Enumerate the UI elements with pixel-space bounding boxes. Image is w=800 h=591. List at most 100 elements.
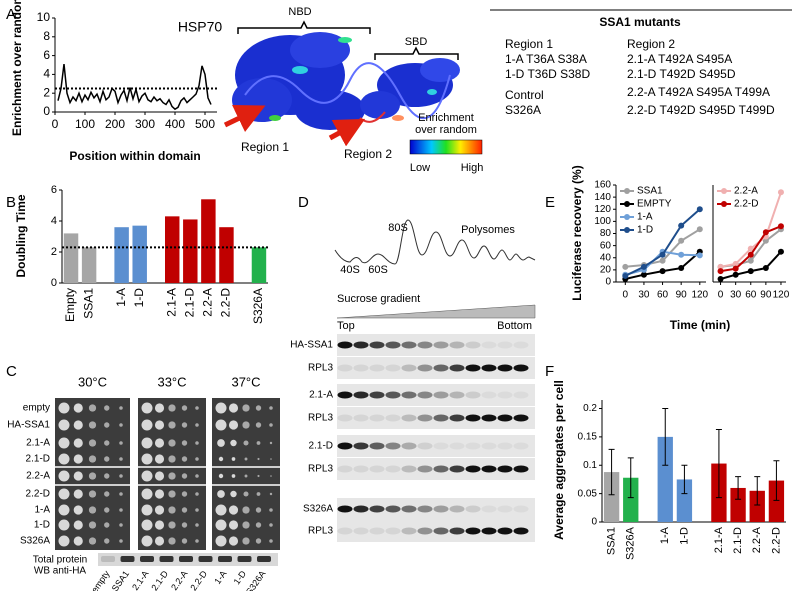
x-tick-label: S326A [251,288,265,324]
blot-band [385,505,401,513]
x-tick-label: 2.1-A [713,526,725,553]
spot [181,538,188,544]
blot-band [465,414,481,422]
table-entry: 2.2-A T492A S495A T499A [627,85,770,99]
blot-band [337,414,353,422]
blot-band [481,414,497,422]
blot-band [465,364,481,372]
spot [58,488,70,500]
spot [154,520,165,530]
blot-band [337,465,353,473]
error-bar [627,457,634,499]
data-point [717,263,724,270]
legend-label: 1-D [637,225,653,236]
spot [141,488,153,500]
spot [119,539,123,543]
spot [269,508,273,512]
table-title: SSA1 mutants [599,15,681,29]
spot [244,474,248,478]
x-tick-label: 1-D [678,527,690,545]
data-point [747,257,754,264]
data-point [762,229,769,236]
spot [215,402,227,414]
blot-band [417,442,433,450]
blot-band [385,364,401,372]
blot-band [385,414,401,422]
data-point [659,257,666,264]
blot-band [337,364,353,372]
blot-band [433,465,449,473]
y-tick-label: 0.2 [583,403,597,414]
panel-letter: B [6,194,16,211]
spot [168,421,176,429]
y-axis-label: Luciferase recovery (%) [570,165,584,300]
x-tick-label: 0 [718,290,724,301]
region-arrow [223,104,266,133]
spot [255,507,262,513]
blot-band [481,364,497,372]
domain-label: NBD [288,6,311,18]
spot [104,456,110,462]
blot-band [353,505,369,513]
blot-band [401,465,417,473]
blot-band [337,505,353,513]
x-tick-label: 90 [676,290,688,301]
spot [228,420,239,430]
blot-band [257,556,271,562]
table-entry: 2.1-D T492D S495D [627,67,736,81]
blot-band [401,364,417,372]
blot-band [385,442,401,450]
bar [657,436,673,522]
blot-band [369,364,385,372]
data-point [747,251,754,258]
blot-band [369,341,385,349]
spot [181,422,188,428]
y-tick-label: 80 [600,228,612,239]
blot-band [417,341,433,349]
spot [73,505,83,515]
temperature-label: 33°C [157,374,186,389]
x-tick-label: 120 [773,290,790,301]
blot-band [497,465,513,473]
gradient-bottom: Bottom [497,320,532,332]
blot-band [449,391,465,399]
y-tick-label: 2 [43,85,50,99]
data-point [777,248,784,255]
blot-band [120,556,135,562]
data-point [732,260,739,267]
data-point [678,265,685,272]
spot [255,538,262,544]
y-tick-label: 40 [600,252,612,263]
spot [104,473,110,479]
x-tick-label: 120 [691,290,708,301]
spot [215,504,227,516]
blot-band [497,505,513,513]
spot [242,521,250,529]
strain-label: 1-D [34,520,50,531]
blot-band [513,391,529,399]
blot-strip [337,334,535,356]
data-point [696,206,703,213]
strain-label: 2.1-A [26,438,50,449]
blot-label: 2.1-D [309,441,333,452]
lane-label: S326A [244,569,268,591]
data-point [762,265,769,272]
spot [228,536,239,546]
x-tick-label: 30 [730,290,742,301]
x-tick-label: 90 [760,290,772,301]
spot [73,536,83,546]
spot [141,419,153,431]
blot-band [513,442,529,450]
x-tick-label: 2.2-A [201,288,215,317]
blot-band [449,364,465,372]
spot [119,423,123,427]
spot [119,492,123,496]
spot [231,474,236,478]
spot [58,519,70,531]
data-point [678,237,685,244]
y-axis-label: Average aggregates per cell [552,380,566,540]
spot [228,505,239,515]
spot [104,507,110,513]
blot-band [449,465,465,473]
blot-band [449,505,465,513]
